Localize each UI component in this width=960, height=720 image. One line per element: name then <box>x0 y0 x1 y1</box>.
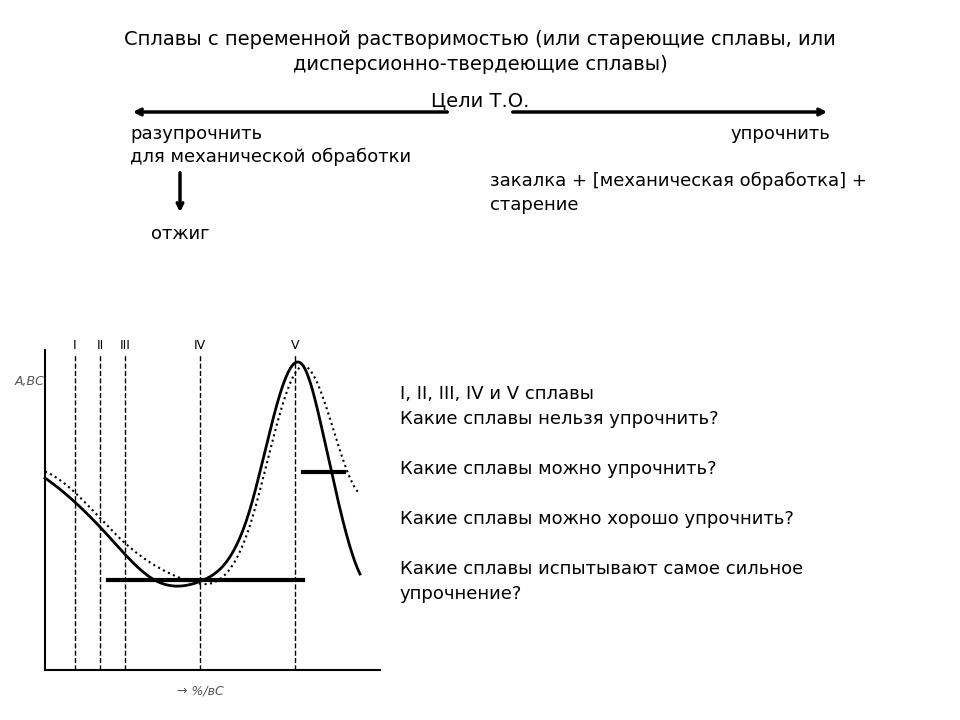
Text: Какие сплавы нельзя упрочнить?: Какие сплавы нельзя упрочнить? <box>400 410 719 428</box>
Text: Сплавы с переменной растворимостью (или стареющие сплавы, или: Сплавы с переменной растворимостью (или … <box>124 30 836 49</box>
Text: старение: старение <box>490 196 579 214</box>
Text: → %/вС: → %/вС <box>177 685 224 698</box>
Text: I: I <box>73 339 77 352</box>
Text: I, II, III, IV и V сплавы: I, II, III, IV и V сплавы <box>400 385 594 403</box>
Text: II: II <box>96 339 104 352</box>
Text: Какие сплавы можно хорошо упрочнить?: Какие сплавы можно хорошо упрочнить? <box>400 510 794 528</box>
Text: А,ВС: А,ВС <box>15 375 45 388</box>
Text: упрочнение?: упрочнение? <box>400 585 522 603</box>
Text: Цели Т.О.: Цели Т.О. <box>431 92 529 111</box>
Text: III: III <box>120 339 131 352</box>
Text: для механической обработки: для механической обработки <box>130 148 411 166</box>
Text: Какие сплавы испытывают самое сильное: Какие сплавы испытывают самое сильное <box>400 560 804 578</box>
Text: закалка + [механическая обработка] +: закалка + [механическая обработка] + <box>490 172 867 190</box>
Text: V: V <box>291 339 300 352</box>
Text: упрочнить: упрочнить <box>731 125 830 143</box>
Text: дисперсионно-твердеющие сплавы): дисперсионно-твердеющие сплавы) <box>293 55 667 74</box>
Text: IV: IV <box>194 339 206 352</box>
Text: разупрочнить: разупрочнить <box>130 125 262 143</box>
Text: отжиг: отжиг <box>151 225 209 243</box>
Text: Какие сплавы можно упрочнить?: Какие сплавы можно упрочнить? <box>400 460 716 478</box>
